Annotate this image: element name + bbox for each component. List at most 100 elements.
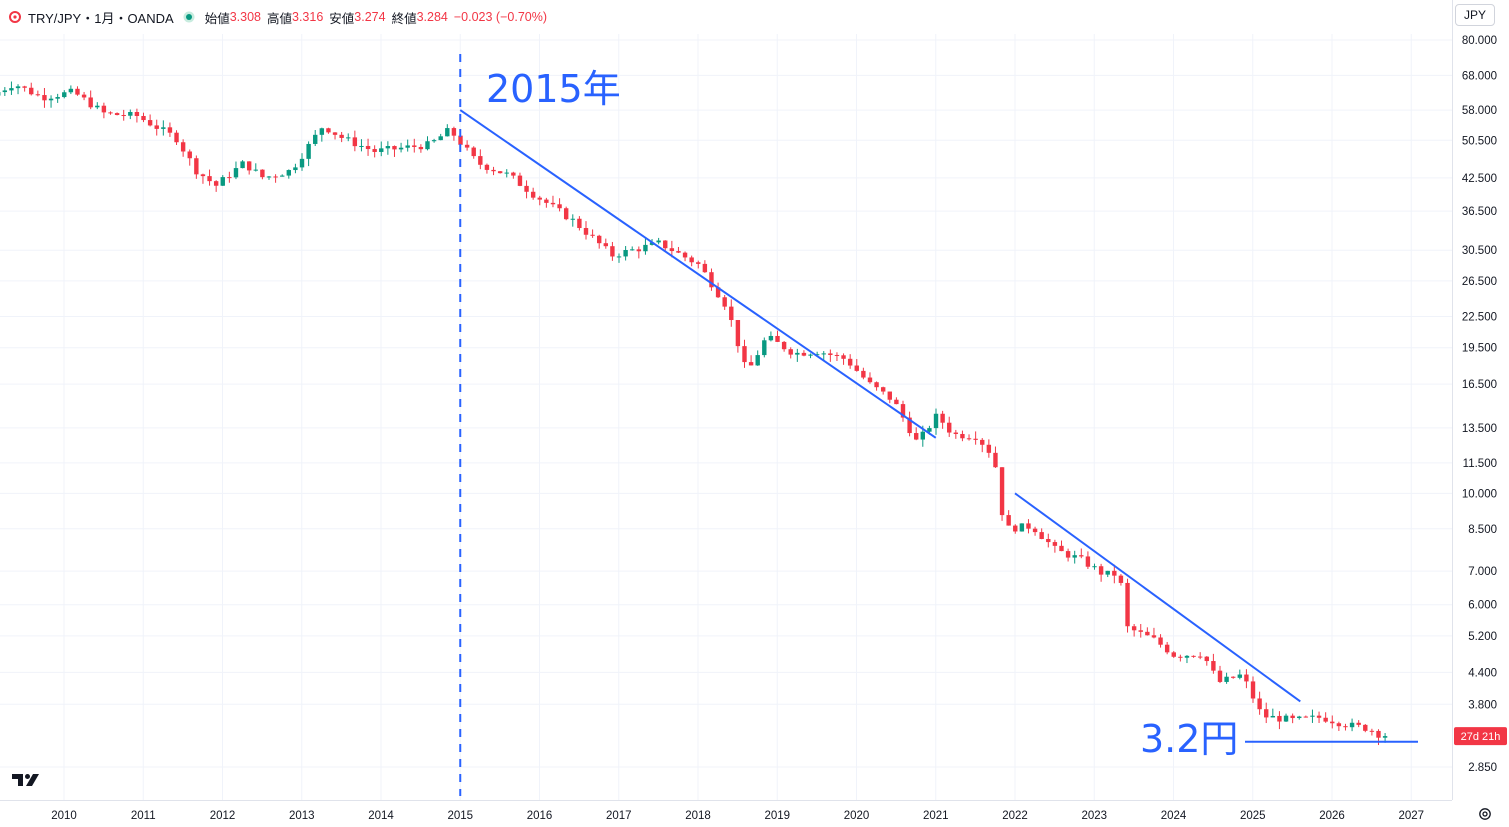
tradingview-logo-icon[interactable] xyxy=(12,770,44,790)
time-axis-label: 2022 xyxy=(1002,810,1028,822)
candle-down xyxy=(273,176,278,178)
candle-down xyxy=(682,252,688,258)
time-axis-label: 2021 xyxy=(923,810,949,822)
candle-up xyxy=(1224,676,1229,682)
candle-down xyxy=(478,156,483,165)
candle-down xyxy=(458,135,463,145)
time-axis-label: 2013 xyxy=(289,810,315,822)
price-axis-label: 2.850 xyxy=(1468,762,1497,774)
candle-down xyxy=(524,185,529,192)
trendline xyxy=(459,109,937,439)
candle-down xyxy=(339,134,344,138)
label-2015-year: 2015年 xyxy=(486,67,621,111)
candle-down xyxy=(1303,716,1309,718)
candle-down xyxy=(702,263,708,273)
candle-up xyxy=(1019,523,1025,532)
price-axis-label: 50.500 xyxy=(1462,135,1497,147)
candle-down xyxy=(1217,670,1223,682)
candle-down xyxy=(1369,730,1375,732)
candle-down xyxy=(35,94,41,96)
candle-up xyxy=(346,137,351,139)
candle-down xyxy=(1052,542,1058,546)
candle-up xyxy=(48,98,54,101)
settings-icon[interactable] xyxy=(1477,806,1493,822)
candle-down xyxy=(993,452,998,468)
candle-down xyxy=(748,362,754,366)
candle-down xyxy=(854,365,859,371)
candle-down xyxy=(986,444,992,453)
oanda-logo-icon xyxy=(8,10,22,24)
candle-down xyxy=(412,145,417,147)
candle-up xyxy=(9,88,14,91)
candle-down xyxy=(557,204,562,209)
candle-down xyxy=(464,144,470,148)
candle-down xyxy=(154,125,159,129)
time-axis-label: 2011 xyxy=(131,810,156,822)
candle-up xyxy=(385,146,391,149)
time-axis-label: 2012 xyxy=(210,810,236,822)
annotations: 2015年 3.2円 xyxy=(459,54,1418,796)
candle-down xyxy=(940,413,945,423)
candle-down xyxy=(947,422,952,433)
open-label: 始値 xyxy=(204,11,230,26)
candle-down xyxy=(735,320,741,347)
time-axis-label: 2019 xyxy=(764,810,790,822)
candle-up xyxy=(1297,716,1302,719)
candle-down xyxy=(484,164,490,170)
candle-down xyxy=(1065,551,1071,558)
candle-down xyxy=(1363,724,1368,731)
candle-down xyxy=(530,191,536,198)
currency-button[interactable]: JPY xyxy=(1455,4,1495,26)
candle-down xyxy=(1211,661,1216,671)
candle-down xyxy=(966,438,972,440)
candle-down xyxy=(491,169,496,172)
candle-down xyxy=(246,161,252,171)
candle-down xyxy=(1032,528,1038,533)
price-axis-label: 16.500 xyxy=(1462,379,1497,391)
candle-up xyxy=(293,167,298,171)
candle-down xyxy=(1323,717,1328,722)
symbol-title[interactable]: TRY/JPY・1月・OANDA xyxy=(28,10,174,26)
candle-down xyxy=(75,88,80,95)
candle-up xyxy=(161,127,166,129)
candle-down xyxy=(577,218,582,229)
candle-down xyxy=(696,262,701,264)
high-label: 高値 xyxy=(266,11,292,26)
high-value: 3.316 xyxy=(292,10,324,24)
candle-up xyxy=(1283,715,1289,722)
candle-up xyxy=(1105,570,1110,575)
candle-up xyxy=(1270,715,1276,718)
candle-up xyxy=(68,88,74,93)
candle-down xyxy=(834,354,840,356)
candle-down xyxy=(715,287,721,298)
candle-down xyxy=(1277,715,1282,722)
candle-down xyxy=(828,353,833,355)
candle-down xyxy=(1356,722,1361,725)
candle-down xyxy=(1178,656,1183,658)
candle-down xyxy=(907,417,912,434)
candle-down xyxy=(392,146,397,150)
candle-down xyxy=(418,146,424,150)
candle-down xyxy=(194,158,199,175)
candle-up xyxy=(405,145,410,148)
candle-down xyxy=(1316,715,1322,718)
candle-up xyxy=(15,86,21,89)
price-axis-label: 13.500 xyxy=(1462,423,1497,435)
candle-down xyxy=(1085,556,1091,567)
candle-up xyxy=(504,172,509,174)
candle-down xyxy=(788,349,793,355)
time-axis-label: 2027 xyxy=(1398,810,1424,822)
candle-down xyxy=(1204,656,1209,662)
candle-down xyxy=(1039,532,1044,539)
candle-down xyxy=(1171,652,1176,657)
candle-up xyxy=(649,242,655,245)
candle-down xyxy=(1290,715,1295,719)
candle-up xyxy=(808,354,813,356)
price-axis-label: 5.200 xyxy=(1468,631,1497,643)
candle-up xyxy=(630,249,635,251)
time-axis-label: 2020 xyxy=(844,810,870,822)
price-axis-label: 36.500 xyxy=(1462,206,1497,218)
price-axis-label: 6.000 xyxy=(1468,600,1497,612)
